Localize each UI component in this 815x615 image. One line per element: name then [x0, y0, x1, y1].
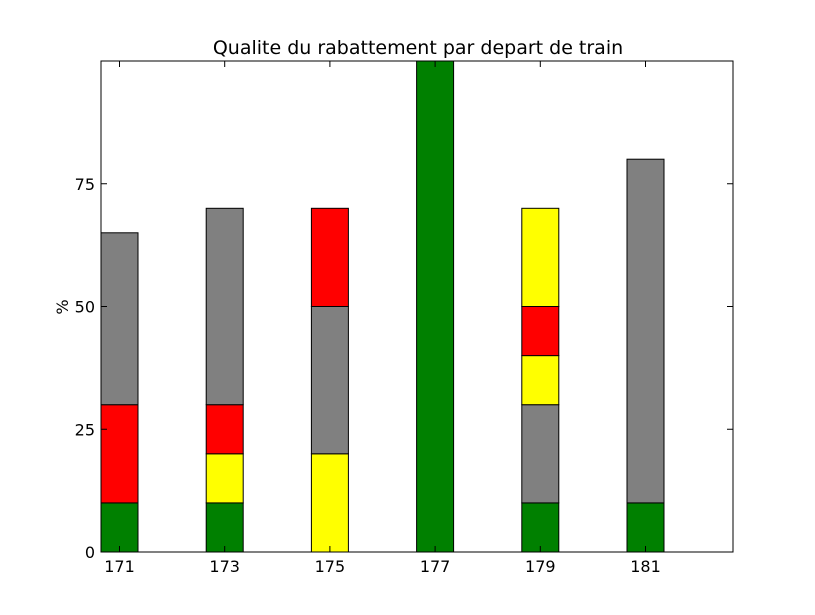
bar-segment-177-0	[416, 60, 455, 553]
x-tick-label-175: 175	[315, 557, 346, 576]
plot-frame	[100, 60, 734, 553]
y-tick-label-50: 50	[75, 298, 95, 317]
bar-segment-181-1	[626, 158, 665, 504]
bar-segment-179-4	[521, 207, 560, 307]
y-ticks-group: 0 25 50 75	[75, 175, 733, 562]
x-tick-label-177: 177	[420, 557, 451, 576]
x-tick-label-181: 181	[630, 557, 661, 576]
y-tick-label-0: 0	[85, 543, 95, 562]
bar-segment-175-1	[310, 306, 349, 455]
x-tick-label-171: 171	[104, 557, 135, 576]
bar-segment-175-0	[310, 453, 349, 553]
bar-segment-179-1	[521, 404, 560, 504]
y-tick-label-75: 75	[75, 175, 95, 194]
bar-segment-173-3	[205, 207, 244, 406]
bar-segment-171-0	[100, 502, 139, 553]
bar-segment-181-0	[626, 502, 665, 553]
chart-title: Qualite du rabattement par depart de tra…	[213, 37, 623, 59]
y-tick-label-25: 25	[75, 420, 95, 439]
bar-segment-179-2	[521, 355, 560, 406]
bar-segment-171-2	[100, 232, 139, 406]
y-axis-label: %	[53, 299, 72, 314]
bar-segment-175-2	[310, 207, 349, 307]
x-tick-label-173: 173	[209, 557, 240, 576]
x-tick-label-179: 179	[525, 557, 556, 576]
x-ticks-group: 171 173 175 177 179 181	[104, 61, 661, 576]
bars-group	[100, 60, 665, 553]
bar-segment-179-0	[521, 502, 560, 553]
bar-segment-179-3	[521, 306, 560, 357]
bar-segment-173-0	[205, 502, 244, 553]
bar-segment-173-2	[205, 404, 244, 455]
bar-segment-171-1	[100, 404, 139, 504]
bar-segment-173-1	[205, 453, 244, 504]
